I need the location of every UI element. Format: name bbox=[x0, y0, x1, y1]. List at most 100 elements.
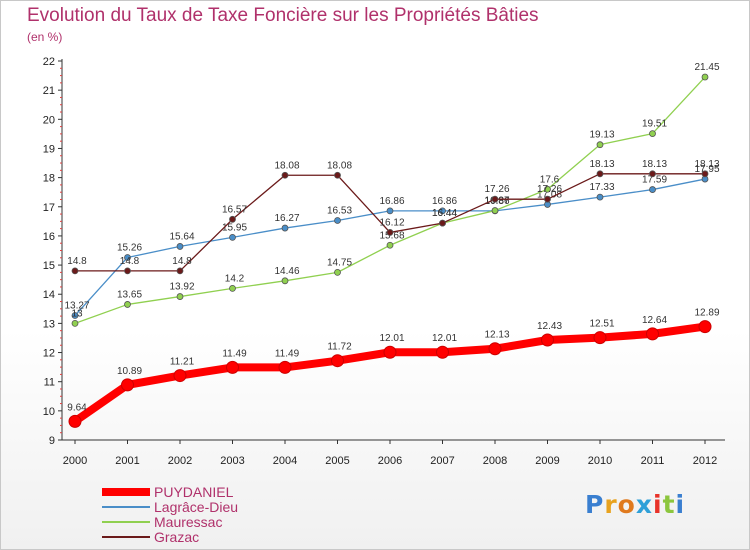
data-point bbox=[701, 170, 709, 178]
data-point bbox=[383, 345, 397, 359]
data-label: 16.27 bbox=[274, 213, 299, 224]
data-label: 12.43 bbox=[537, 321, 562, 332]
x-tick-label: 2009 bbox=[535, 455, 559, 467]
y-tick-label: 19 bbox=[43, 143, 55, 155]
data-point bbox=[544, 195, 551, 203]
data-label: 15.26 bbox=[117, 242, 142, 253]
data-point bbox=[596, 170, 604, 178]
data-point bbox=[541, 333, 554, 347]
y-tick-label: 12 bbox=[43, 348, 55, 360]
data-point bbox=[281, 224, 289, 232]
x-tick-label: 2004 bbox=[273, 455, 297, 467]
data-point bbox=[649, 170, 656, 178]
data-label: 17.6 bbox=[540, 174, 560, 185]
data-point bbox=[544, 185, 551, 193]
data-point bbox=[124, 267, 131, 275]
data-label: 21.45 bbox=[694, 62, 719, 73]
legend-label: PUYDANIEL bbox=[154, 484, 234, 500]
data-label: 14.8 bbox=[120, 256, 140, 267]
data-label: 16.44 bbox=[432, 208, 457, 219]
y-tick-label: 18 bbox=[43, 173, 55, 185]
data-point bbox=[491, 207, 499, 214]
y-tick-label: 16 bbox=[43, 231, 55, 243]
data-label: 11.21 bbox=[170, 357, 195, 368]
x-tick-label: 2006 bbox=[378, 455, 402, 467]
x-tick-label: 2010 bbox=[588, 455, 612, 467]
data-label: 12.01 bbox=[432, 333, 457, 344]
x-tick-label: 2007 bbox=[430, 455, 454, 467]
data-point bbox=[649, 130, 656, 137]
x-tick-label: 2012 bbox=[693, 455, 717, 467]
data-label: 18.13 bbox=[589, 159, 614, 170]
data-point bbox=[386, 241, 394, 249]
data-point bbox=[334, 268, 341, 276]
data-label: 18.08 bbox=[327, 160, 352, 171]
data-label: 15.95 bbox=[222, 222, 247, 233]
data-label: 17.26 bbox=[484, 184, 509, 195]
data-point bbox=[71, 319, 79, 327]
data-label: 14.46 bbox=[274, 266, 299, 277]
x-tick-label: 2000 bbox=[63, 455, 87, 467]
data-point bbox=[649, 186, 656, 193]
data-label: 12.01 bbox=[379, 333, 404, 344]
data-label: 10.89 bbox=[117, 366, 142, 377]
data-label: 11.49 bbox=[222, 348, 247, 359]
data-point bbox=[439, 219, 446, 227]
data-point bbox=[646, 327, 659, 341]
data-label: 13 bbox=[71, 308, 83, 319]
data-label: 19.51 bbox=[642, 119, 667, 130]
data-point bbox=[173, 369, 187, 383]
data-label: 17.59 bbox=[642, 175, 667, 186]
data-point bbox=[229, 284, 236, 292]
data-point bbox=[281, 171, 289, 179]
y-tick-label: 11 bbox=[44, 377, 55, 389]
data-label: 14.8 bbox=[172, 256, 192, 267]
data-label: 12.64 bbox=[642, 315, 667, 326]
data-label: 15.68 bbox=[379, 230, 404, 241]
data-label: 18.13 bbox=[642, 159, 667, 170]
y-tick-label: 9 bbox=[49, 435, 55, 447]
data-point bbox=[698, 320, 712, 334]
y-tick-label: 14 bbox=[43, 289, 55, 301]
x-tick-label: 2001 bbox=[115, 455, 139, 467]
data-point bbox=[593, 331, 607, 345]
y-tick-label: 17 bbox=[43, 202, 55, 214]
data-label: 14.2 bbox=[225, 273, 245, 284]
data-label: 19.13 bbox=[589, 130, 614, 141]
x-tick-label: 2003 bbox=[220, 455, 244, 467]
legend-label: Grazac bbox=[154, 529, 199, 545]
data-point bbox=[701, 73, 709, 81]
data-label: 18.13 bbox=[694, 159, 719, 170]
data-point bbox=[176, 293, 184, 300]
data-label: 12.51 bbox=[589, 319, 614, 330]
legend-label: Lagrâce-Dieu bbox=[154, 499, 238, 515]
data-label: 11.49 bbox=[275, 348, 300, 359]
data-label: 16.86 bbox=[379, 196, 404, 207]
data-point bbox=[331, 354, 344, 368]
data-point bbox=[386, 229, 394, 236]
y-tick-label: 15 bbox=[43, 260, 55, 272]
y-tick-label: 13 bbox=[43, 318, 55, 330]
data-point bbox=[334, 171, 341, 179]
data-point bbox=[71, 312, 79, 319]
x-tick-label: 2005 bbox=[325, 455, 349, 467]
data-point bbox=[68, 414, 82, 428]
data-label: 12.13 bbox=[484, 330, 509, 341]
y-tick-label: 10 bbox=[43, 406, 55, 418]
data-point bbox=[334, 217, 341, 224]
data-label: 9.64 bbox=[67, 402, 87, 413]
data-point bbox=[229, 233, 236, 241]
data-point bbox=[596, 193, 604, 201]
legend-label: Mauressac bbox=[154, 514, 222, 530]
data-label: 18.08 bbox=[274, 160, 299, 171]
data-label: 13.92 bbox=[169, 282, 194, 293]
data-label: 12.89 bbox=[694, 308, 719, 319]
data-label: 16.44 bbox=[432, 208, 457, 219]
data-label: 16.53 bbox=[327, 205, 352, 216]
data-label: 17.08 bbox=[537, 189, 562, 200]
data-point bbox=[439, 207, 446, 215]
proxiti-logo: Proxiti bbox=[585, 490, 686, 519]
x-tick-label: 2002 bbox=[168, 455, 192, 467]
x-tick-label: 2008 bbox=[483, 455, 507, 467]
